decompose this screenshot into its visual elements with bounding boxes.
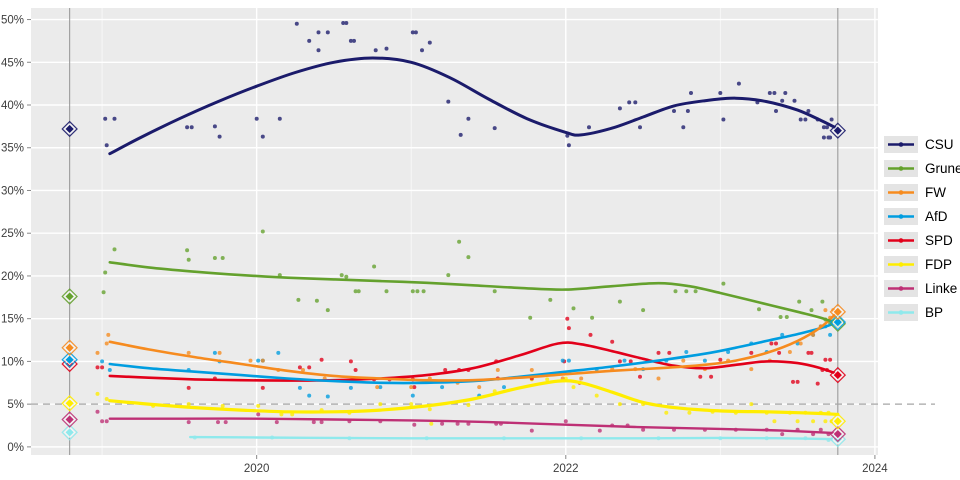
polls-CSU bbox=[103, 21, 834, 148]
legend-key-FDP bbox=[884, 256, 918, 273]
y-tick-label: 40% bbox=[1, 100, 24, 112]
legend-key-AfD bbox=[884, 208, 918, 225]
legend-key-CSU bbox=[884, 136, 918, 153]
legend-key-BP bbox=[884, 304, 918, 321]
trend-line-FDP bbox=[108, 379, 840, 416]
y-tick-label: 5% bbox=[7, 399, 24, 411]
election-results-2018 bbox=[61, 120, 78, 441]
legend-label-SPD: SPD bbox=[925, 233, 953, 248]
y-tick-label: 10% bbox=[1, 356, 24, 368]
legend-item-BP: BP bbox=[884, 304, 960, 321]
x-tick-label: 2024 bbox=[862, 463, 888, 475]
legend-item-Linke: Linke bbox=[884, 280, 960, 297]
legend-item-Grune: Grune bbox=[884, 160, 960, 177]
trend-line-SPD bbox=[108, 341, 840, 382]
legend-item-FW: FW bbox=[884, 184, 960, 201]
legend-label-Grune: Grune bbox=[925, 161, 960, 176]
legend-label-Linke: Linke bbox=[925, 281, 958, 296]
trend-line-Linke bbox=[108, 417, 839, 435]
y-tick-label: 15% bbox=[1, 314, 24, 326]
legend-label-BP: BP bbox=[925, 305, 944, 320]
election-results-2023 bbox=[829, 122, 847, 448]
legend-item-CSU: CSU bbox=[884, 136, 960, 153]
y-tick-label: 0% bbox=[7, 442, 24, 454]
legend-label-FW: FW bbox=[925, 185, 946, 200]
axes: 0% 5% 10% 15% 20% 25% 30% 35% 40% 45% 50% 2020 2022 2… bbox=[1, 15, 888, 475]
legend-label-CSU: CSU bbox=[925, 137, 954, 152]
y-tick-label: 25% bbox=[1, 228, 24, 240]
x-tick-label: 2020 bbox=[244, 463, 270, 475]
legend: CSU Grune FW AfD SPD FDP Linke BP bbox=[884, 136, 960, 328]
y-tick-label: 45% bbox=[1, 57, 24, 69]
x-tick-label: 2022 bbox=[553, 463, 579, 475]
plot-background bbox=[31, 8, 878, 455]
legend-label-AfD: AfD bbox=[925, 209, 948, 224]
polls-Linke bbox=[95, 409, 831, 437]
gridlines bbox=[31, 8, 878, 455]
legend-key-FW bbox=[884, 184, 918, 201]
y-tick-label: 20% bbox=[1, 271, 24, 283]
trend-line-CSU bbox=[108, 56, 840, 156]
y-tick-label: 35% bbox=[1, 143, 24, 155]
trend-line-FW bbox=[108, 310, 840, 382]
y-tick-label: 50% bbox=[1, 15, 24, 27]
legend-label-FDP: FDP bbox=[925, 257, 952, 272]
legend-item-SPD: SPD bbox=[884, 232, 960, 249]
trend-line-BP bbox=[189, 435, 839, 441]
legend-key-SPD bbox=[884, 232, 918, 249]
legend-item-FDP: FDP bbox=[884, 256, 960, 273]
legend-key-Linke bbox=[884, 280, 918, 297]
y-tick-label: 30% bbox=[1, 185, 24, 197]
trend-line-Grune bbox=[108, 261, 840, 326]
legend-key-Grune bbox=[884, 160, 918, 177]
legend-item-AfD: AfD bbox=[884, 208, 960, 225]
